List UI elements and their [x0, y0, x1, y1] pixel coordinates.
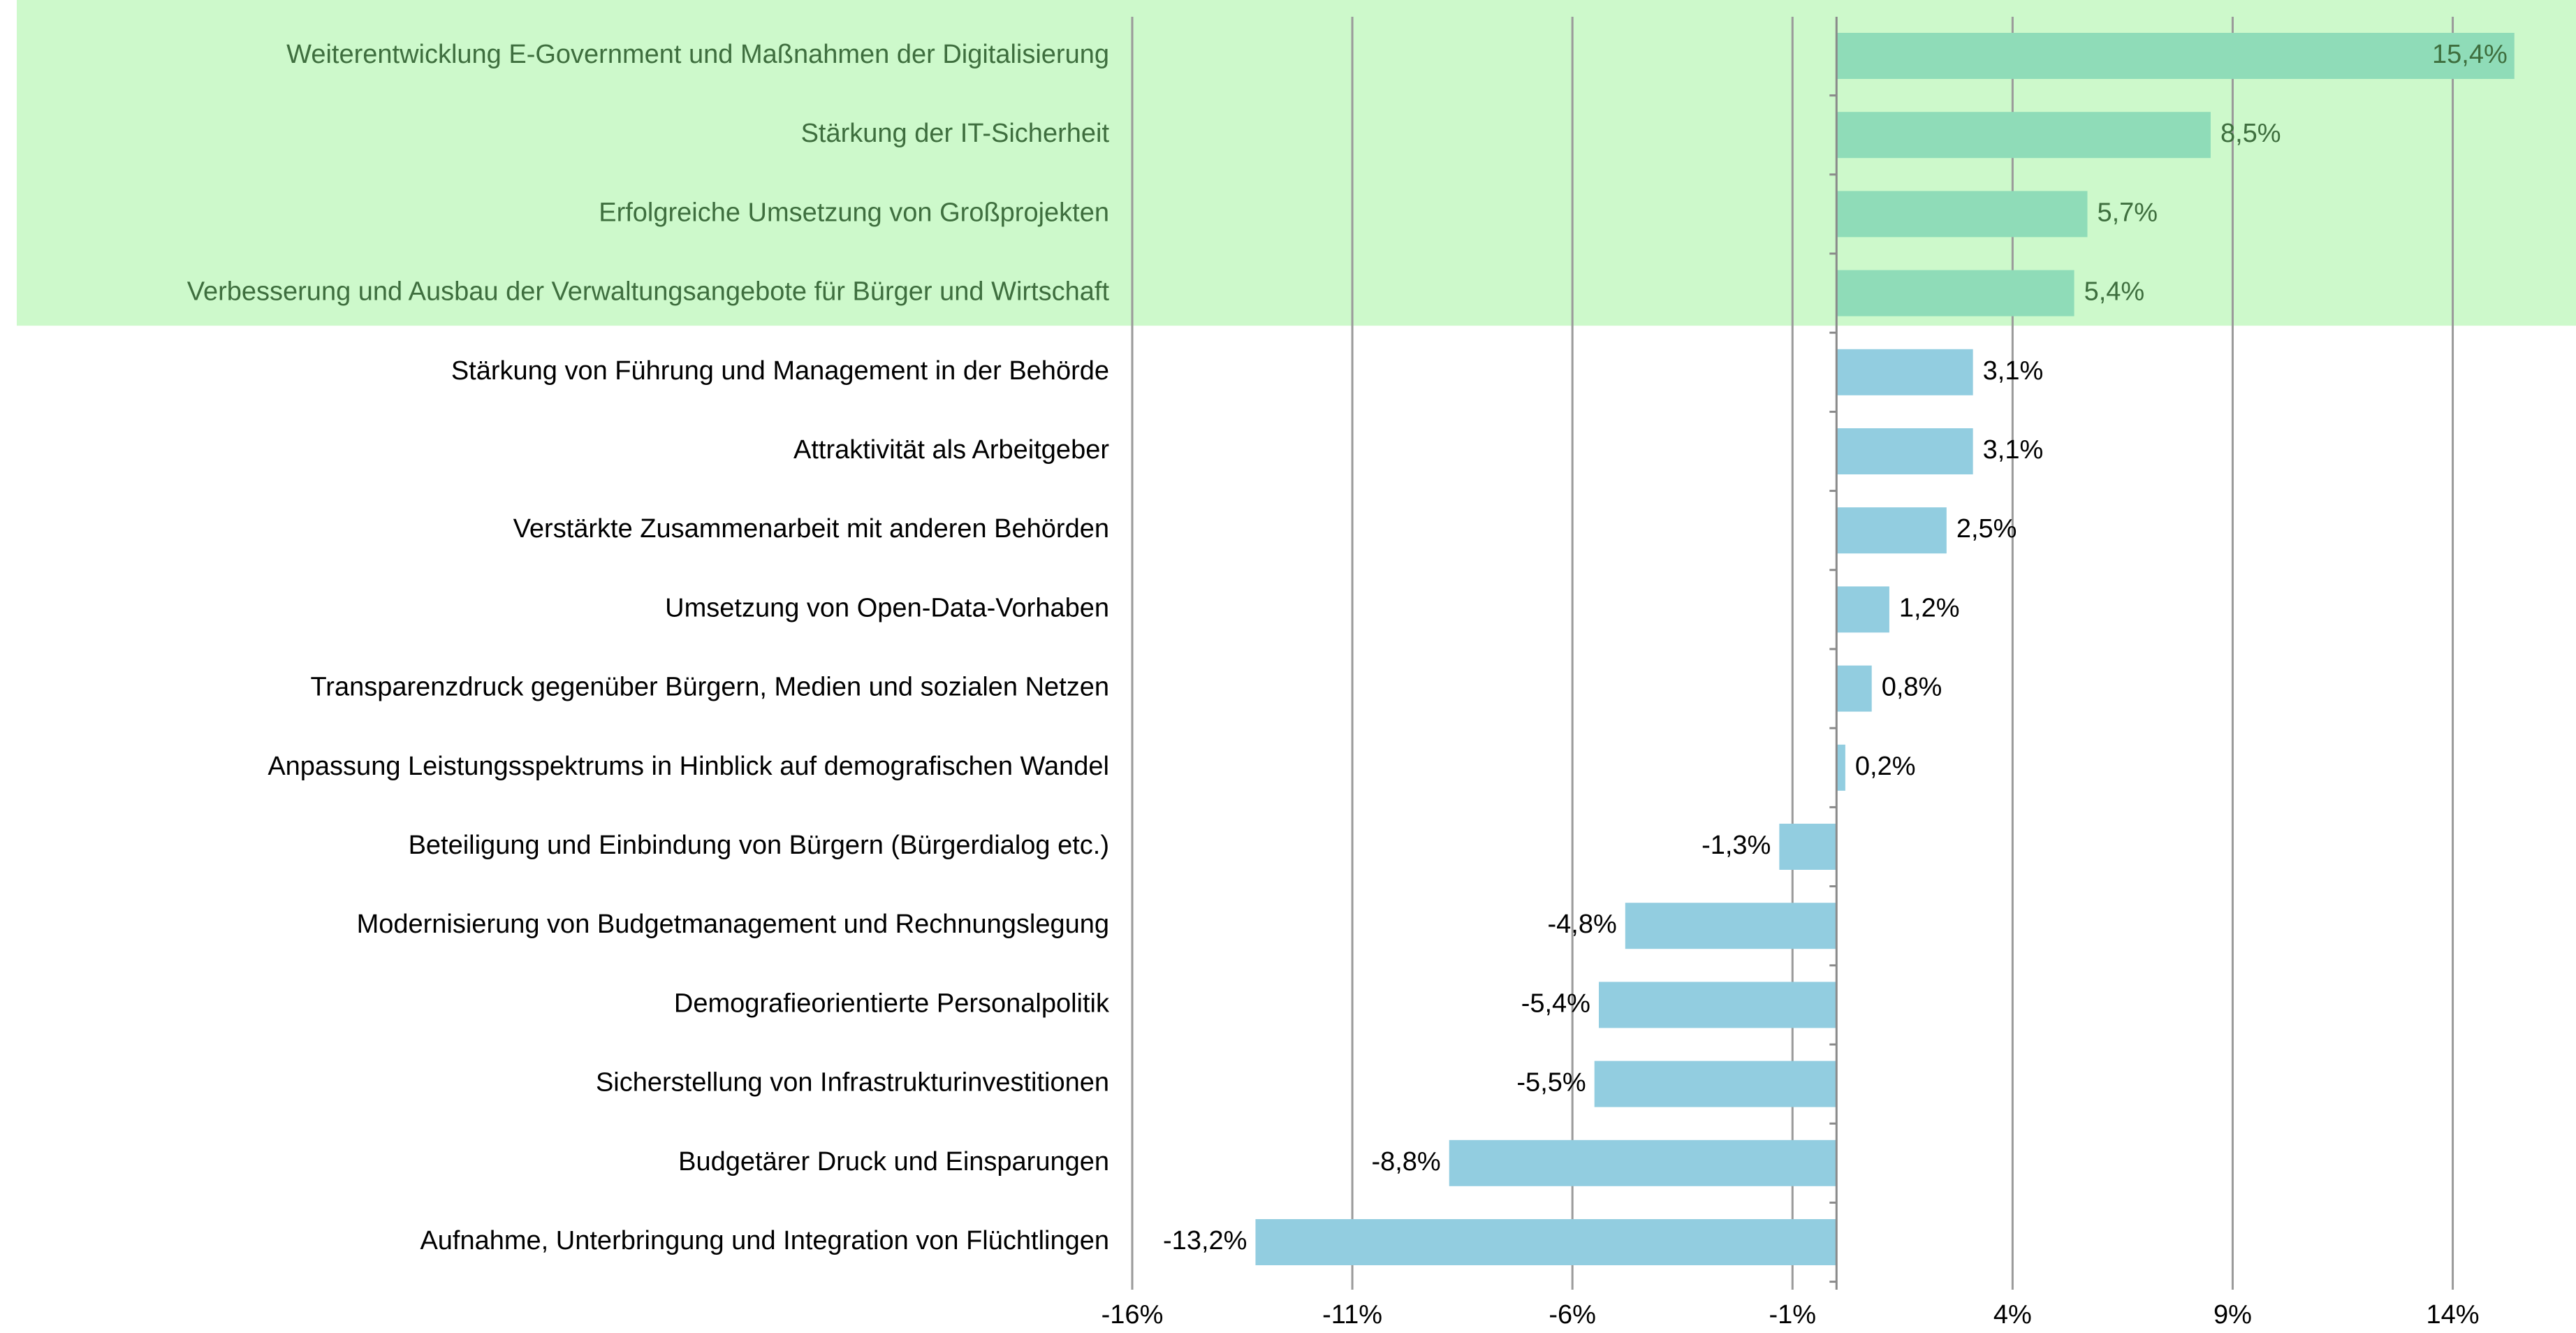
- x-tick-label: 4%: [1993, 1300, 2032, 1330]
- value-label: 0,8%: [1882, 673, 1942, 702]
- y-tick-label: Verbesserung und Ausbau der Verwaltungsa…: [187, 277, 1110, 307]
- bar: [1449, 1139, 1837, 1186]
- bar: [1255, 1219, 1837, 1265]
- bar: [1836, 428, 1973, 474]
- value-label: 3,1%: [1983, 435, 2044, 465]
- x-tick-label: -6%: [1549, 1300, 1596, 1330]
- y-tick-label: Stärkung von Führung und Management in d…: [451, 356, 1109, 386]
- y-tick-label: Anpassung Leistungsspektrums in Hinblick…: [268, 752, 1109, 781]
- bar: [1836, 270, 2074, 316]
- x-tick-label: 14%: [2427, 1300, 2480, 1330]
- value-label: -5,5%: [1516, 1068, 1586, 1098]
- bar: [1836, 349, 1973, 395]
- y-tick-label: Verstärkte Zusammenarbeit mit anderen Be…: [513, 514, 1109, 544]
- value-label: 2,5%: [1956, 514, 2017, 544]
- value-label: -5,4%: [1521, 989, 1590, 1018]
- y-tick-label: Beteiligung und Einbindung von Bürgern (…: [409, 831, 1109, 860]
- y-tick-label: Budgetärer Druck und Einsparungen: [678, 1147, 1109, 1177]
- y-tick-label: Aufnahme, Unterbringung und Integration …: [420, 1226, 1109, 1255]
- value-label: 8,5%: [2220, 119, 2281, 148]
- value-label: -1,3%: [1702, 831, 1771, 860]
- y-tick-label: Erfolgreiche Umsetzung von Großprojekten: [599, 198, 1109, 227]
- bar: [1625, 903, 1837, 949]
- y-tick-label: Sicherstellung von Infrastrukturinvestit…: [596, 1068, 1109, 1098]
- x-tick-label: -11%: [1322, 1300, 1382, 1330]
- bar: [1836, 586, 1889, 633]
- value-label: -4,8%: [1548, 910, 1617, 939]
- bar: [1836, 191, 2088, 238]
- bar: [1836, 112, 2211, 159]
- value-label: 5,4%: [2084, 277, 2145, 307]
- bar: [1836, 507, 1947, 554]
- x-tick-label: 9%: [2213, 1300, 2252, 1330]
- y-tick-label: Stärkung der IT-Sicherheit: [801, 119, 1110, 148]
- value-label: 3,1%: [1983, 356, 2044, 386]
- value-label: -13,2%: [1163, 1226, 1247, 1255]
- bar: [1594, 1061, 1837, 1107]
- bar: [1836, 744, 1845, 791]
- x-tick-label: -1%: [1769, 1300, 1816, 1330]
- value-label: 0,2%: [1855, 752, 1916, 781]
- y-tick-label: Transparenzdruck gegenüber Bürgern, Medi…: [310, 673, 1109, 702]
- y-tick-label: Attraktivität als Arbeitgeber: [793, 435, 1109, 465]
- x-tick-label: -16%: [1102, 1300, 1164, 1330]
- bar: [1836, 665, 1872, 712]
- value-label: 5,7%: [2097, 198, 2158, 227]
- y-tick-label: Demografieorientierte Personalpolitik: [674, 989, 1110, 1018]
- bar: [1779, 824, 1837, 870]
- bar: [1836, 33, 2515, 79]
- y-tick-label: Modernisierung von Budgetmanagement und …: [357, 910, 1109, 939]
- bar: [1598, 982, 1837, 1028]
- y-tick-label: Weiterentwicklung E-Government und Maßna…: [286, 40, 1109, 69]
- value-label: 15,4%: [2432, 40, 2508, 69]
- y-tick-label: Umsetzung von Open-Data-Vorhaben: [665, 593, 1109, 622]
- value-label: -8,8%: [1371, 1147, 1440, 1177]
- value-label: 1,2%: [1899, 593, 1960, 622]
